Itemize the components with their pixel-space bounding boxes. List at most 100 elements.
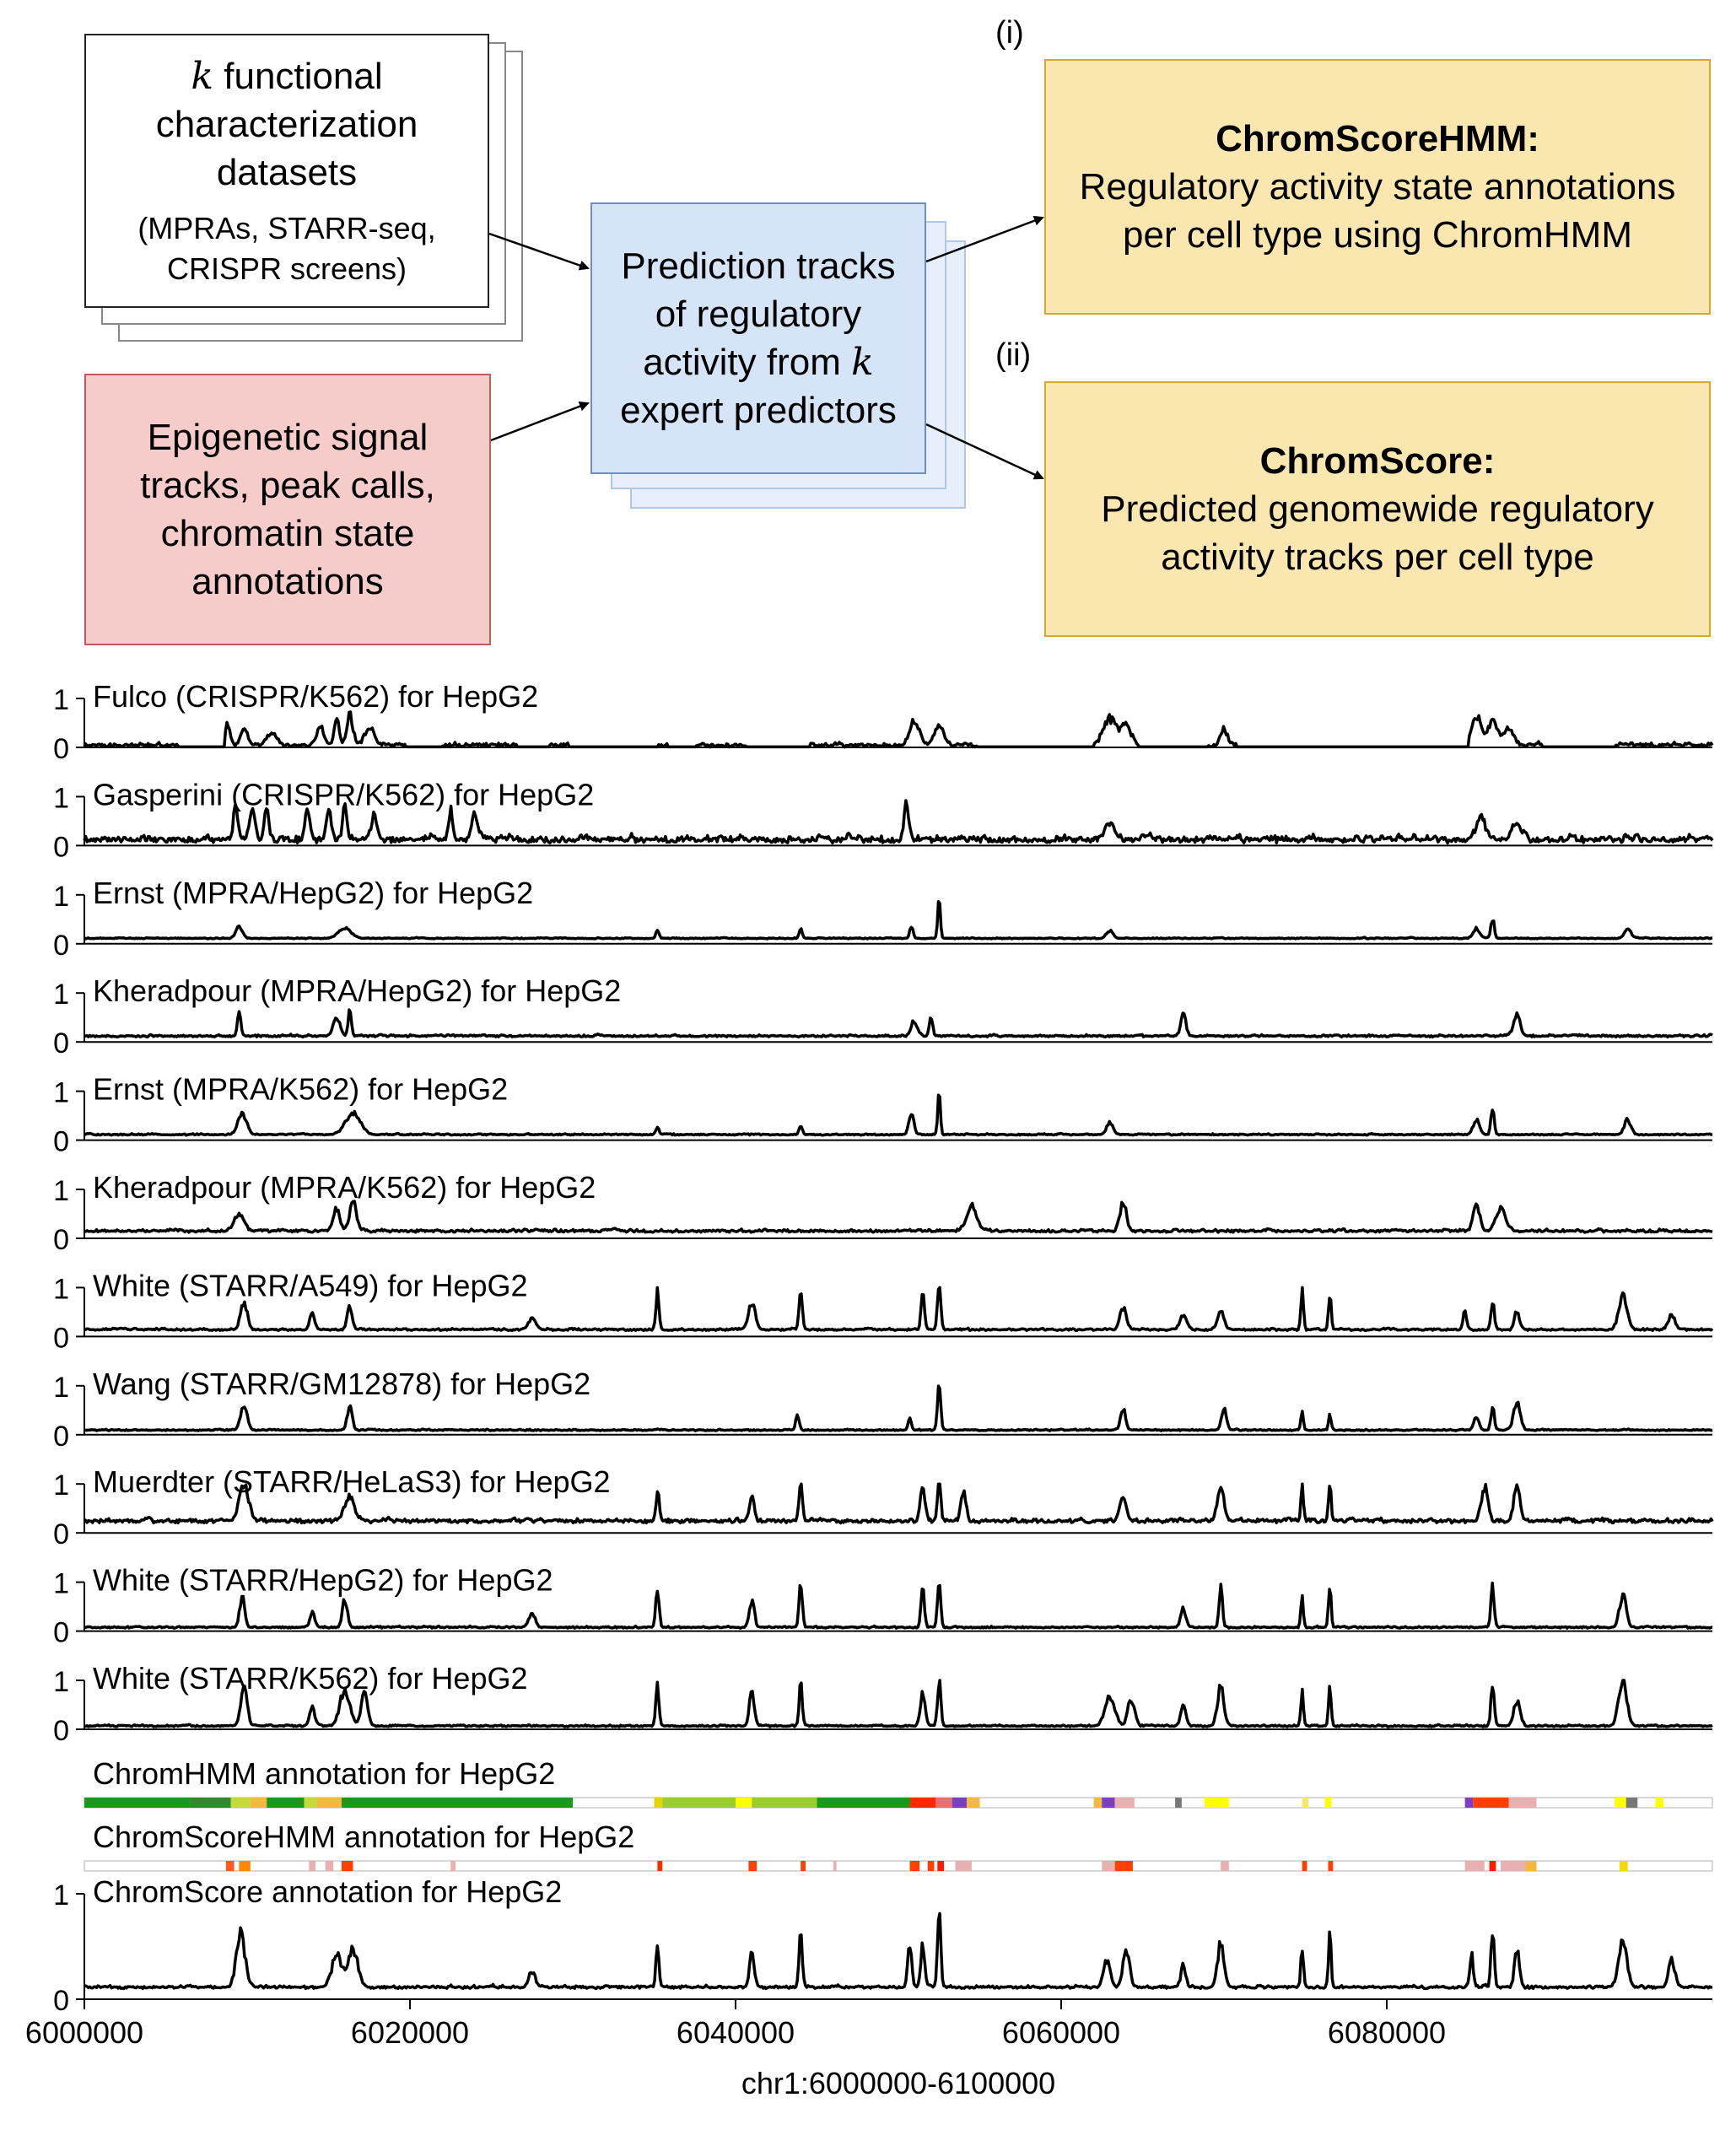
chromscorehmm-annotation-segment: [937, 1861, 945, 1871]
chromscorehmm-annotation-segment: [1525, 1861, 1537, 1871]
k-symbol: k: [191, 55, 214, 98]
chromscorehmm-annotation-segment: [1114, 1861, 1133, 1871]
chromscorehmm-annotation-segment: [1501, 1861, 1526, 1871]
track-label: Ernst (MPRA/K562) for HepG2: [93, 1072, 508, 1107]
chromscorehmm-annotation-segment: [1489, 1861, 1496, 1871]
y-tick-label-1: 1: [53, 1666, 69, 1698]
chromscorehmm-annotation-segment: [1619, 1861, 1628, 1871]
chromhmm-annotation-segment: [1302, 1798, 1309, 1808]
y-tick-label-0: 0: [53, 1617, 69, 1649]
y-tick-label-1: 1: [53, 1568, 69, 1600]
chromscorehmm-line-1: Regulatory activity state annotations: [1079, 166, 1676, 208]
y-tick-label-0: 0: [53, 1518, 69, 1550]
arrow-prediction-to-chromscorehmm: [925, 215, 1044, 263]
epigenetic-box: Epigenetic signal tracks, peak calls, ch…: [84, 374, 491, 645]
chromhmm-annotation-label: ChromHMM annotation for HepG2: [93, 1756, 555, 1791]
x-tick-label: 6040000: [677, 2015, 795, 2050]
track-label: White (STARR/HepG2) for HepG2: [93, 1563, 553, 1598]
x-axis: 6000000 6020000 6040000 6060000 6080000 chr1:…: [25, 1999, 1446, 2100]
chromhmm-annotation-segment: [230, 1798, 251, 1808]
y-tick-label-0: 0: [53, 1027, 69, 1060]
track-signal-line: [84, 1200, 1713, 1234]
arrow-prediction-to-chromscore: [925, 423, 1044, 480]
y-tick-label-0: 0: [53, 1224, 69, 1256]
track-chromscore: 1 0 ChromScore annotation for HepG2: [53, 1874, 1713, 2017]
track-signal-line: [84, 1286, 1714, 1333]
datasets-line-1: functional: [224, 56, 383, 97]
chromhmm-annotation-segment: [662, 1798, 736, 1808]
chromhmm-annotation-segment: [1324, 1798, 1332, 1808]
y-tick-label-0: 0: [53, 1126, 69, 1158]
prediction-line-4: expert predictors: [620, 390, 897, 431]
chromscorehmm-annotation-segment: [325, 1861, 334, 1871]
y-tick-label-1: 1: [53, 684, 69, 716]
chromhmm-annotation-segment: [1464, 1798, 1474, 1808]
track-label: Ernst (MPRA/HepG2) for HepG2: [93, 876, 533, 910]
chromhmm-annotation-segment: [84, 1798, 191, 1808]
chromscorehmm-annotation-segment: [1221, 1861, 1229, 1871]
track-5: 1 0 Kheradpour (MPRA/K562) for HepG2: [53, 1170, 1713, 1256]
chromhmm-annotation-segment: [952, 1798, 968, 1808]
chromhmm-annotation-segment: [1093, 1798, 1103, 1808]
track-10: 1 0 White (STARR/K562) for HepG2: [53, 1661, 1713, 1747]
chromhmm-annotation-segment: [967, 1798, 980, 1808]
chromhmm-annotation-segment: [1625, 1798, 1638, 1808]
y-tick-label-1: 1: [53, 782, 69, 814]
output-i-marker: (i): [995, 15, 1024, 51]
track-signal-line: [84, 1482, 1714, 1525]
epigenetic-line-3: chromatin state: [160, 513, 415, 554]
epigenetic-line-4: annotations: [191, 561, 384, 602]
track-3: 1 0 Kheradpour (MPRA/HepG2) for HepG2: [53, 973, 1713, 1060]
track-signal-line: [84, 1384, 1713, 1432]
chromscorehmm-annotation: ChromScoreHMM annotation for HepG2: [84, 1820, 1713, 1872]
chromscore-title: ChromScore:: [1259, 440, 1496, 482]
datasets-box: k functional characterization datasets (…: [84, 34, 489, 308]
y-tick-label-1: 1: [53, 1879, 69, 1911]
track-0: 1 0 Fulco (CRISPR/K562) for HepG2: [53, 679, 1714, 765]
prediction-line-3-text: activity from: [643, 342, 841, 383]
chromhmm-annotation-segment: [1508, 1798, 1537, 1808]
y-tick-label-1: 1: [53, 1469, 69, 1502]
y-tick-label-0: 0: [53, 930, 69, 962]
x-tick-label: 6020000: [351, 2015, 469, 2050]
track-signal-line: [84, 1679, 1713, 1728]
chromscore-line-2: activity tracks per cell type: [1161, 536, 1594, 578]
datasets-box-heading: k functional: [191, 52, 382, 100]
track-label: Muerdter (STARR/HeLaS3) for HepG2: [93, 1464, 611, 1499]
diagram-arrows: [488, 215, 1044, 480]
y-tick-label-1: 1: [53, 1077, 69, 1109]
datasets-line-5: CRISPR screens): [166, 251, 407, 286]
chromhmm-annotation-segment: [654, 1798, 663, 1808]
chromscorehmm-box: ChromScoreHMM: Regulatory activity state…: [1044, 59, 1711, 315]
x-tick-label: 6080000: [1328, 2015, 1446, 2050]
y-tick-label-0: 0: [53, 1322, 69, 1354]
datasets-line-2: characterization: [155, 104, 418, 145]
chromscorehmm-annotation-segment: [341, 1861, 353, 1871]
chromhmm-annotation-segment: [190, 1798, 231, 1808]
epigenetic-line-2: tracks, peak calls,: [140, 465, 435, 506]
track-9: 1 0 White (STARR/HepG2) for HepG2: [53, 1563, 1713, 1649]
chromhmm-annotation-segment: [1473, 1798, 1509, 1808]
track-signal-line: [83, 710, 1714, 749]
prediction-line-1: Prediction tracks: [621, 245, 896, 287]
chromscorehmm-annotation-segment: [748, 1861, 757, 1871]
datasets-line-3: datasets: [216, 152, 358, 193]
epigenetic-line-1: Epigenetic signal: [147, 417, 429, 458]
prediction-line-2: of regulatory: [655, 294, 862, 335]
chromscorehmm-annotation-segment: [225, 1861, 235, 1871]
chromscorehmm-annotation-segment: [450, 1861, 456, 1871]
y-tick-label-1: 1: [53, 1372, 69, 1404]
chromhmm-annotation-segment: [1175, 1798, 1182, 1808]
y-tick-label-0: 0: [53, 733, 69, 765]
chromscore-line-1: Predicted genomewide regulatory: [1101, 488, 1654, 530]
chromhmm-annotation-segment: [1102, 1798, 1115, 1808]
track-signal-line: [83, 799, 1714, 845]
chromscorehmm-annotation-segment: [1302, 1861, 1307, 1871]
x-tick-label: 6060000: [1002, 2015, 1120, 2050]
track-6: 1 0 White (STARR/A549) for HepG2: [53, 1268, 1714, 1354]
y-tick-label-0: 0: [53, 1715, 69, 1747]
track-label: Fulco (CRISPR/K562) for HepG2: [93, 679, 538, 714]
x-axis-label: chr1:6000000-6100000: [741, 2066, 1055, 2100]
chromscorehmm-annotation-segment: [833, 1861, 837, 1871]
chromhmm-annotation-segment: [736, 1798, 752, 1808]
